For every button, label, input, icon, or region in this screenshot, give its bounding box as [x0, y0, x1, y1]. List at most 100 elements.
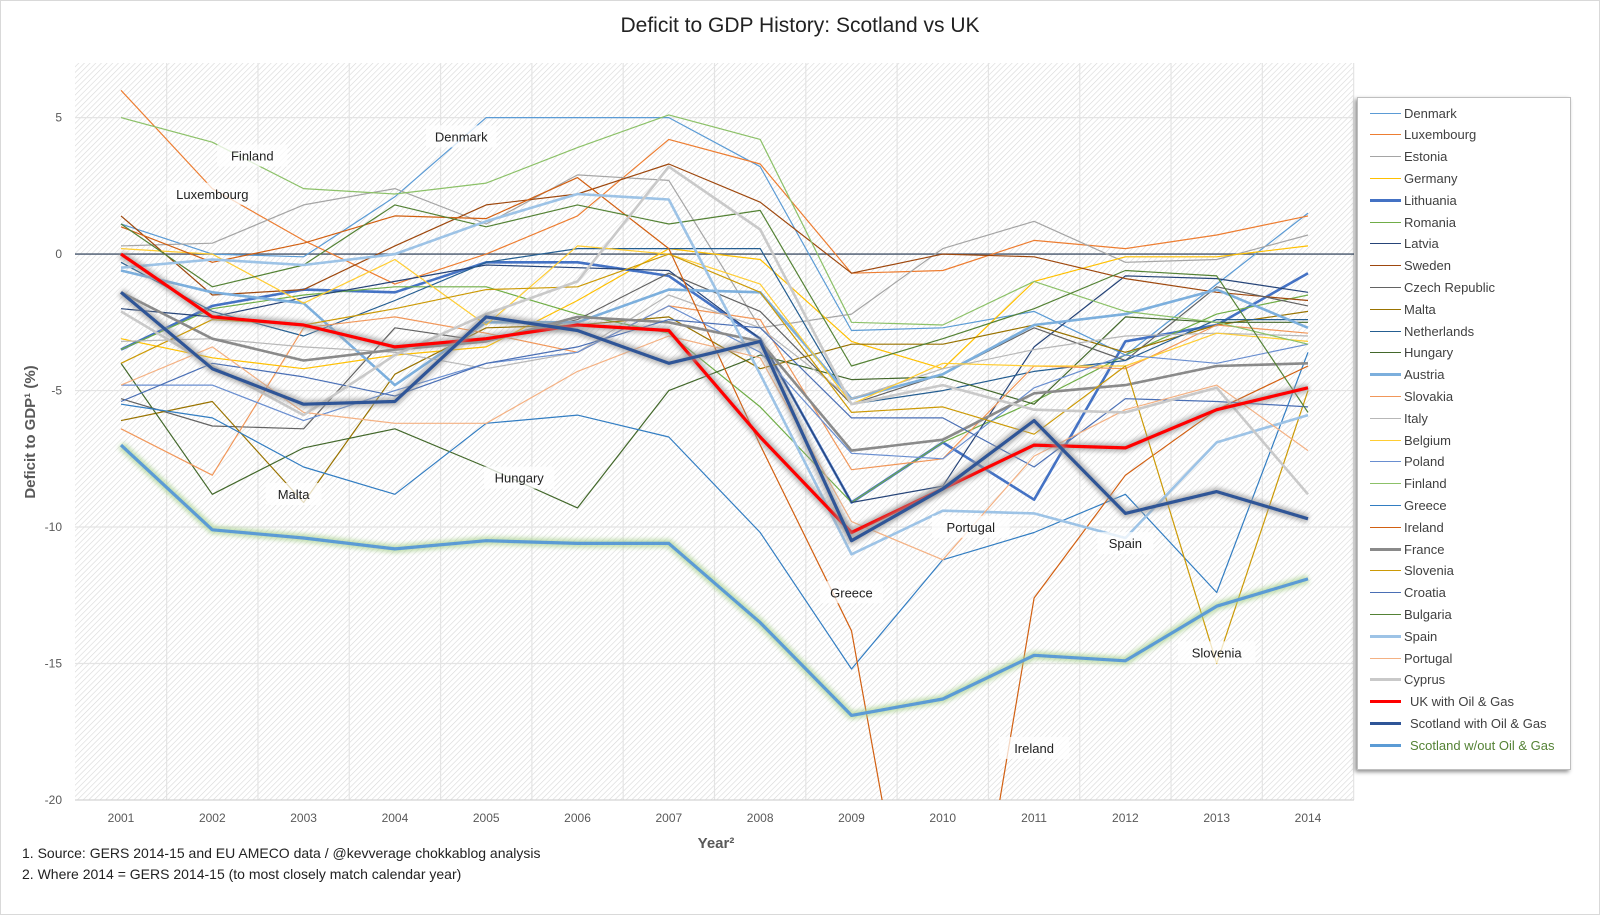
legend-item: Czech Republic	[1370, 276, 1495, 298]
x-tick-label: 2006	[564, 811, 591, 825]
legend-label: Slovenia	[1404, 563, 1454, 579]
y-tick-label: -15	[45, 657, 63, 671]
legend-item: Slovenia	[1370, 560, 1454, 582]
legend-label: Croatia	[1404, 585, 1446, 601]
x-tick-label: 2009	[838, 811, 865, 825]
legend-label: UK with Oil & Gas	[1410, 694, 1515, 710]
series-line-uk-with-oil-gas	[120, 252, 1309, 535]
legend-item: Poland	[1370, 451, 1444, 473]
annotation-label: Greece	[830, 585, 873, 600]
legend-item: Bulgaria	[1370, 603, 1452, 625]
x-tick-label: 2001	[108, 811, 135, 825]
annotation-label: Malta	[278, 487, 311, 502]
legend-label: Lithuania	[1404, 192, 1457, 208]
legend-label: Estonia	[1404, 149, 1448, 165]
legend-swatch	[1370, 134, 1401, 136]
annotation-bg	[265, 483, 322, 506]
x-tick-label: 2010	[929, 811, 956, 825]
legend-label: Malta	[1404, 301, 1436, 317]
series-line-italy	[120, 294, 1309, 400]
footnote-year: 2. Where 2014 = GERS 2014-15 (to most cl…	[22, 866, 462, 882]
x-tick-label: 2012	[1112, 811, 1139, 825]
series-line-scotland-w-out-oil-gas	[119, 443, 1309, 718]
legend-swatch	[1370, 743, 1401, 747]
annotation-label: Denmark	[435, 129, 488, 144]
y-tick-label: -5	[51, 384, 62, 398]
legend-swatch	[1370, 308, 1401, 310]
legend-swatch	[1370, 700, 1401, 704]
x-axis-label: Year²	[698, 835, 735, 852]
legend-swatch	[1370, 483, 1401, 485]
legend-swatch	[1370, 198, 1401, 202]
x-tick-label: 2005	[473, 811, 500, 825]
legend-label: Belgium	[1404, 432, 1451, 448]
legend-label: Romania	[1404, 214, 1457, 230]
annotation-label: Ireland	[1014, 741, 1054, 756]
legend-swatch	[1370, 657, 1401, 659]
series-line-malta	[120, 310, 1309, 504]
legend-item: Ireland	[1370, 516, 1444, 538]
legend-item: Denmark	[1370, 102, 1457, 124]
x-tick-label: 2008	[747, 811, 774, 825]
legend-item: Sweden	[1370, 255, 1451, 277]
legend-item: Luxembourg	[1370, 124, 1476, 146]
series-line-bulgaria	[120, 204, 1309, 413]
legend-item: Germany	[1370, 167, 1457, 189]
annotation-bg	[819, 581, 884, 604]
annotation-bg	[998, 736, 1070, 759]
x-tick-label: 2003	[290, 811, 317, 825]
legend: Denmark Luxembourg Estonia Germany Lithuania…	[1357, 97, 1571, 770]
annotation-bg	[166, 182, 259, 205]
legend-label: Portugal	[1404, 650, 1453, 666]
x-axis-ticks: 2001 2002 2003 2004 2005 2006 2007 2008 2009 2010…	[108, 811, 1322, 825]
series-lines	[118, 89, 1310, 800]
legend-swatch	[1370, 286, 1401, 288]
legend-swatch	[1370, 592, 1401, 594]
legend-swatch	[1370, 439, 1401, 441]
legend-item: Spain	[1370, 625, 1437, 647]
legend-swatch	[1370, 221, 1401, 223]
series-line-germany	[120, 245, 1309, 370]
legend-item: Portugal	[1370, 647, 1452, 669]
series-line-austria	[120, 269, 1309, 401]
legend-swatch	[1370, 243, 1401, 245]
legend-swatch	[1370, 613, 1401, 615]
legend-swatch	[1370, 721, 1401, 725]
legend-label: Germany	[1404, 170, 1458, 186]
legend-label: Austria	[1404, 367, 1445, 383]
y-tick-label: 0	[55, 247, 62, 261]
annotation-label: Hungary	[495, 471, 545, 486]
x-tick-label: 2011	[1021, 811, 1047, 825]
x-tick-label: 2007	[655, 811, 682, 825]
y-tick-label: -10	[45, 520, 63, 534]
legend-label: Luxembourg	[1404, 127, 1477, 143]
legend-swatch	[1370, 634, 1401, 638]
legend-label: Finland	[1404, 476, 1447, 492]
legend-label: Spain	[1404, 628, 1438, 644]
legend-item: Malta	[1370, 298, 1436, 320]
annotation-label: Luxembourg	[176, 187, 248, 202]
annotation-label: Slovenia	[1192, 645, 1243, 660]
legend-item: Scotland w/out Oil & Gas	[1370, 734, 1555, 756]
annotation-bg	[484, 466, 555, 489]
legend-label: Netherlands	[1404, 323, 1475, 339]
legend-item: Croatia	[1370, 582, 1446, 604]
y-axis-label: Deficit to GDP¹ (%)	[22, 365, 39, 498]
series-line-belgium	[120, 245, 1309, 405]
x-tick-label: 2014	[1295, 811, 1322, 825]
series-line-latvia	[120, 264, 1309, 504]
annotation-bg	[1177, 641, 1256, 664]
legend-label: Latvia	[1404, 236, 1439, 252]
legend-swatch	[1370, 373, 1401, 377]
legend-swatch	[1370, 570, 1401, 572]
series-line-scotland-with-oil-gas	[119, 291, 1309, 543]
legend-swatch	[1370, 461, 1401, 463]
legend-item: Cyprus	[1370, 669, 1445, 691]
legend-item: France	[1370, 538, 1444, 560]
x-tick-label: 2013	[1203, 811, 1230, 825]
legend-swatch	[1370, 417, 1401, 419]
x-tick-label: 2002	[199, 811, 226, 825]
legend-item: Belgium	[1370, 429, 1451, 451]
series-line-slovenia	[120, 253, 1309, 665]
